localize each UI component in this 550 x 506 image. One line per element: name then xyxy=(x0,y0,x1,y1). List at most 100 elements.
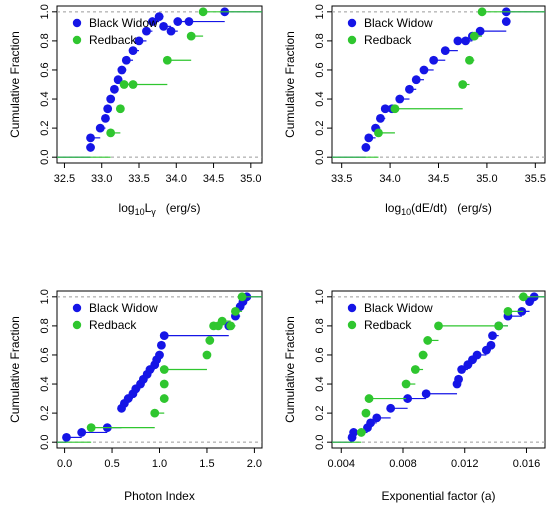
x-axis-label: log10(dE/dt) (erg/s) xyxy=(385,201,492,217)
x-tick-label: 0.004 xyxy=(327,458,355,470)
x-axis-label: Exponential factor (a) xyxy=(381,489,495,503)
chart-panel-3: 0.0 0.5 1.0 1.5 2.0 0.0 0.2 0.4 0.6 0.8 1.0 Cumulat… xyxy=(8,289,263,503)
data-point xyxy=(142,26,151,36)
data-point xyxy=(423,336,433,345)
data-point xyxy=(454,374,463,384)
data-point xyxy=(86,143,95,152)
data-point xyxy=(465,55,474,65)
plot-frame xyxy=(56,5,263,164)
legend-label: Redback xyxy=(89,318,137,332)
y-axis-label: Cumulative Fraction xyxy=(283,31,297,138)
data-point xyxy=(453,36,463,46)
x-tick-label: 35.0 xyxy=(240,173,261,185)
x-axis-label-subscript: 10 xyxy=(135,207,145,217)
y-tick-label: 0.0 xyxy=(314,435,326,450)
legend-marker-redback xyxy=(347,35,357,45)
data-point xyxy=(86,423,96,433)
data-point xyxy=(376,113,385,123)
data-point xyxy=(155,350,164,360)
data-point xyxy=(386,403,396,413)
data-point xyxy=(154,12,164,22)
y-tick-label: 0.6 xyxy=(314,347,326,362)
y-tick-label: 0.0 xyxy=(39,150,51,165)
data-point xyxy=(121,55,131,65)
y-tick-label: 0.8 xyxy=(39,318,51,333)
y-tick-label: 0.4 xyxy=(39,91,51,106)
data-point xyxy=(390,104,400,114)
data-point xyxy=(475,26,485,36)
x-tick-label: 34.5 xyxy=(428,173,449,185)
data-point xyxy=(494,321,504,331)
data-point xyxy=(128,46,138,56)
data-point xyxy=(488,331,497,341)
data-point xyxy=(364,133,374,143)
data-point xyxy=(159,379,169,389)
data-point xyxy=(115,104,125,114)
data-point xyxy=(374,128,383,138)
data-point xyxy=(411,75,421,85)
x-axis-label-quantity: L xyxy=(145,201,152,215)
data-point xyxy=(101,113,110,123)
legend-label: Black Widow xyxy=(89,16,158,30)
data-point xyxy=(429,55,439,65)
data-point xyxy=(477,7,487,17)
legend-marker-redback xyxy=(72,35,82,45)
data-point xyxy=(364,394,374,403)
data-point xyxy=(472,350,482,360)
data-point xyxy=(410,365,420,374)
data-point xyxy=(237,292,247,302)
data-point xyxy=(372,413,382,423)
y-tick-label: 1.0 xyxy=(314,289,326,304)
chart-panel-1: 32.5 33.0 33.5 34.0 34.5 35.0 0.0 0.2 0.4 0.6 0.8 1… xyxy=(8,4,263,217)
data-point xyxy=(461,36,471,46)
legend-label: Black Widow xyxy=(364,16,433,30)
x-axis-label-log: log xyxy=(119,201,135,215)
data-point xyxy=(186,31,196,41)
data-point xyxy=(150,408,160,418)
y-tick-label: 1.0 xyxy=(39,4,51,19)
data-point xyxy=(117,65,127,75)
x-tick-label: 0.008 xyxy=(389,458,417,470)
legend-marker-black-widow xyxy=(347,18,357,28)
legend: Black Widow Redback xyxy=(347,301,433,332)
x-tick-label: 34.0 xyxy=(166,173,187,185)
data-point xyxy=(458,80,468,89)
y-tick-label: 0.8 xyxy=(314,33,326,48)
plot-frame xyxy=(56,290,263,449)
data-point xyxy=(156,340,166,350)
data-point xyxy=(226,321,236,331)
data-point xyxy=(395,94,405,104)
legend-label: Black Widow xyxy=(89,301,158,315)
data-point xyxy=(501,17,511,26)
y-tick-label: 0.4 xyxy=(314,376,326,391)
data-point xyxy=(361,408,371,418)
x-tick-label: 0.0 xyxy=(57,458,72,470)
y-tick-label: 0.6 xyxy=(314,62,326,77)
legend-label: Redback xyxy=(364,33,412,47)
y-tick-label: 0.6 xyxy=(39,347,51,362)
x-axis-label-quantity: (dE/dt) xyxy=(411,201,447,215)
legend-marker-redback xyxy=(347,320,357,330)
x-tick-label: 0.5 xyxy=(104,458,119,470)
series-redback xyxy=(57,292,262,443)
data-point xyxy=(106,94,116,104)
x-tick-label: 33.5 xyxy=(331,173,352,185)
legend-label: Redback xyxy=(89,33,137,47)
x-tick-label: 1.5 xyxy=(199,458,214,470)
data-point xyxy=(419,65,429,75)
data-point xyxy=(159,365,169,374)
y-tick-label: 0.4 xyxy=(314,91,326,106)
y-tick-label: 0.2 xyxy=(314,405,326,420)
legend: Black Widow Redback xyxy=(72,301,158,332)
y-axis-label: Cumulative Fraction xyxy=(8,31,22,138)
data-point xyxy=(128,80,138,89)
data-point xyxy=(134,36,144,46)
y-tick-label: 1.0 xyxy=(39,289,51,304)
legend-marker-redback xyxy=(72,320,82,330)
data-point xyxy=(113,75,123,85)
y-axis-label: Cumulative Fraction xyxy=(8,316,22,423)
y-tick-label: 0.8 xyxy=(39,33,51,48)
data-point xyxy=(77,428,87,437)
legend-label: Black Widow xyxy=(364,301,433,315)
